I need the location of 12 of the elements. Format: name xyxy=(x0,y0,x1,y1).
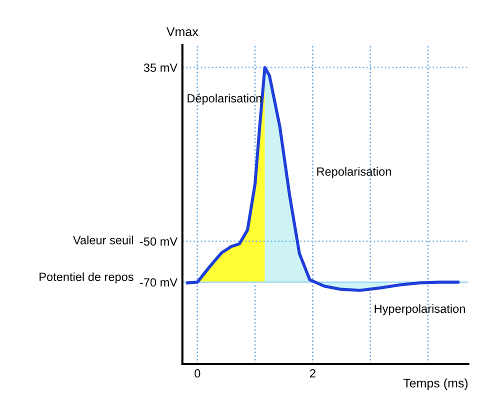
y-axis-title: Vmax xyxy=(166,27,198,36)
y-tick-label: -70 mV xyxy=(140,278,178,287)
x-axis-title: Temps (ms) xyxy=(403,378,468,390)
y-tick-label: -50 mV xyxy=(140,237,178,246)
x-tick-label: 2 xyxy=(310,369,316,378)
text: Valeur seuil xyxy=(73,236,134,244)
line-series xyxy=(186,66,460,292)
annotation: Hyperpolarisation xyxy=(374,304,465,316)
y-tick-label: 35 mV xyxy=(144,64,178,72)
text: Potentiel de repos xyxy=(40,272,134,284)
annotation: Repolarisation xyxy=(317,167,391,178)
x-tick-label: 0 xyxy=(194,369,200,378)
